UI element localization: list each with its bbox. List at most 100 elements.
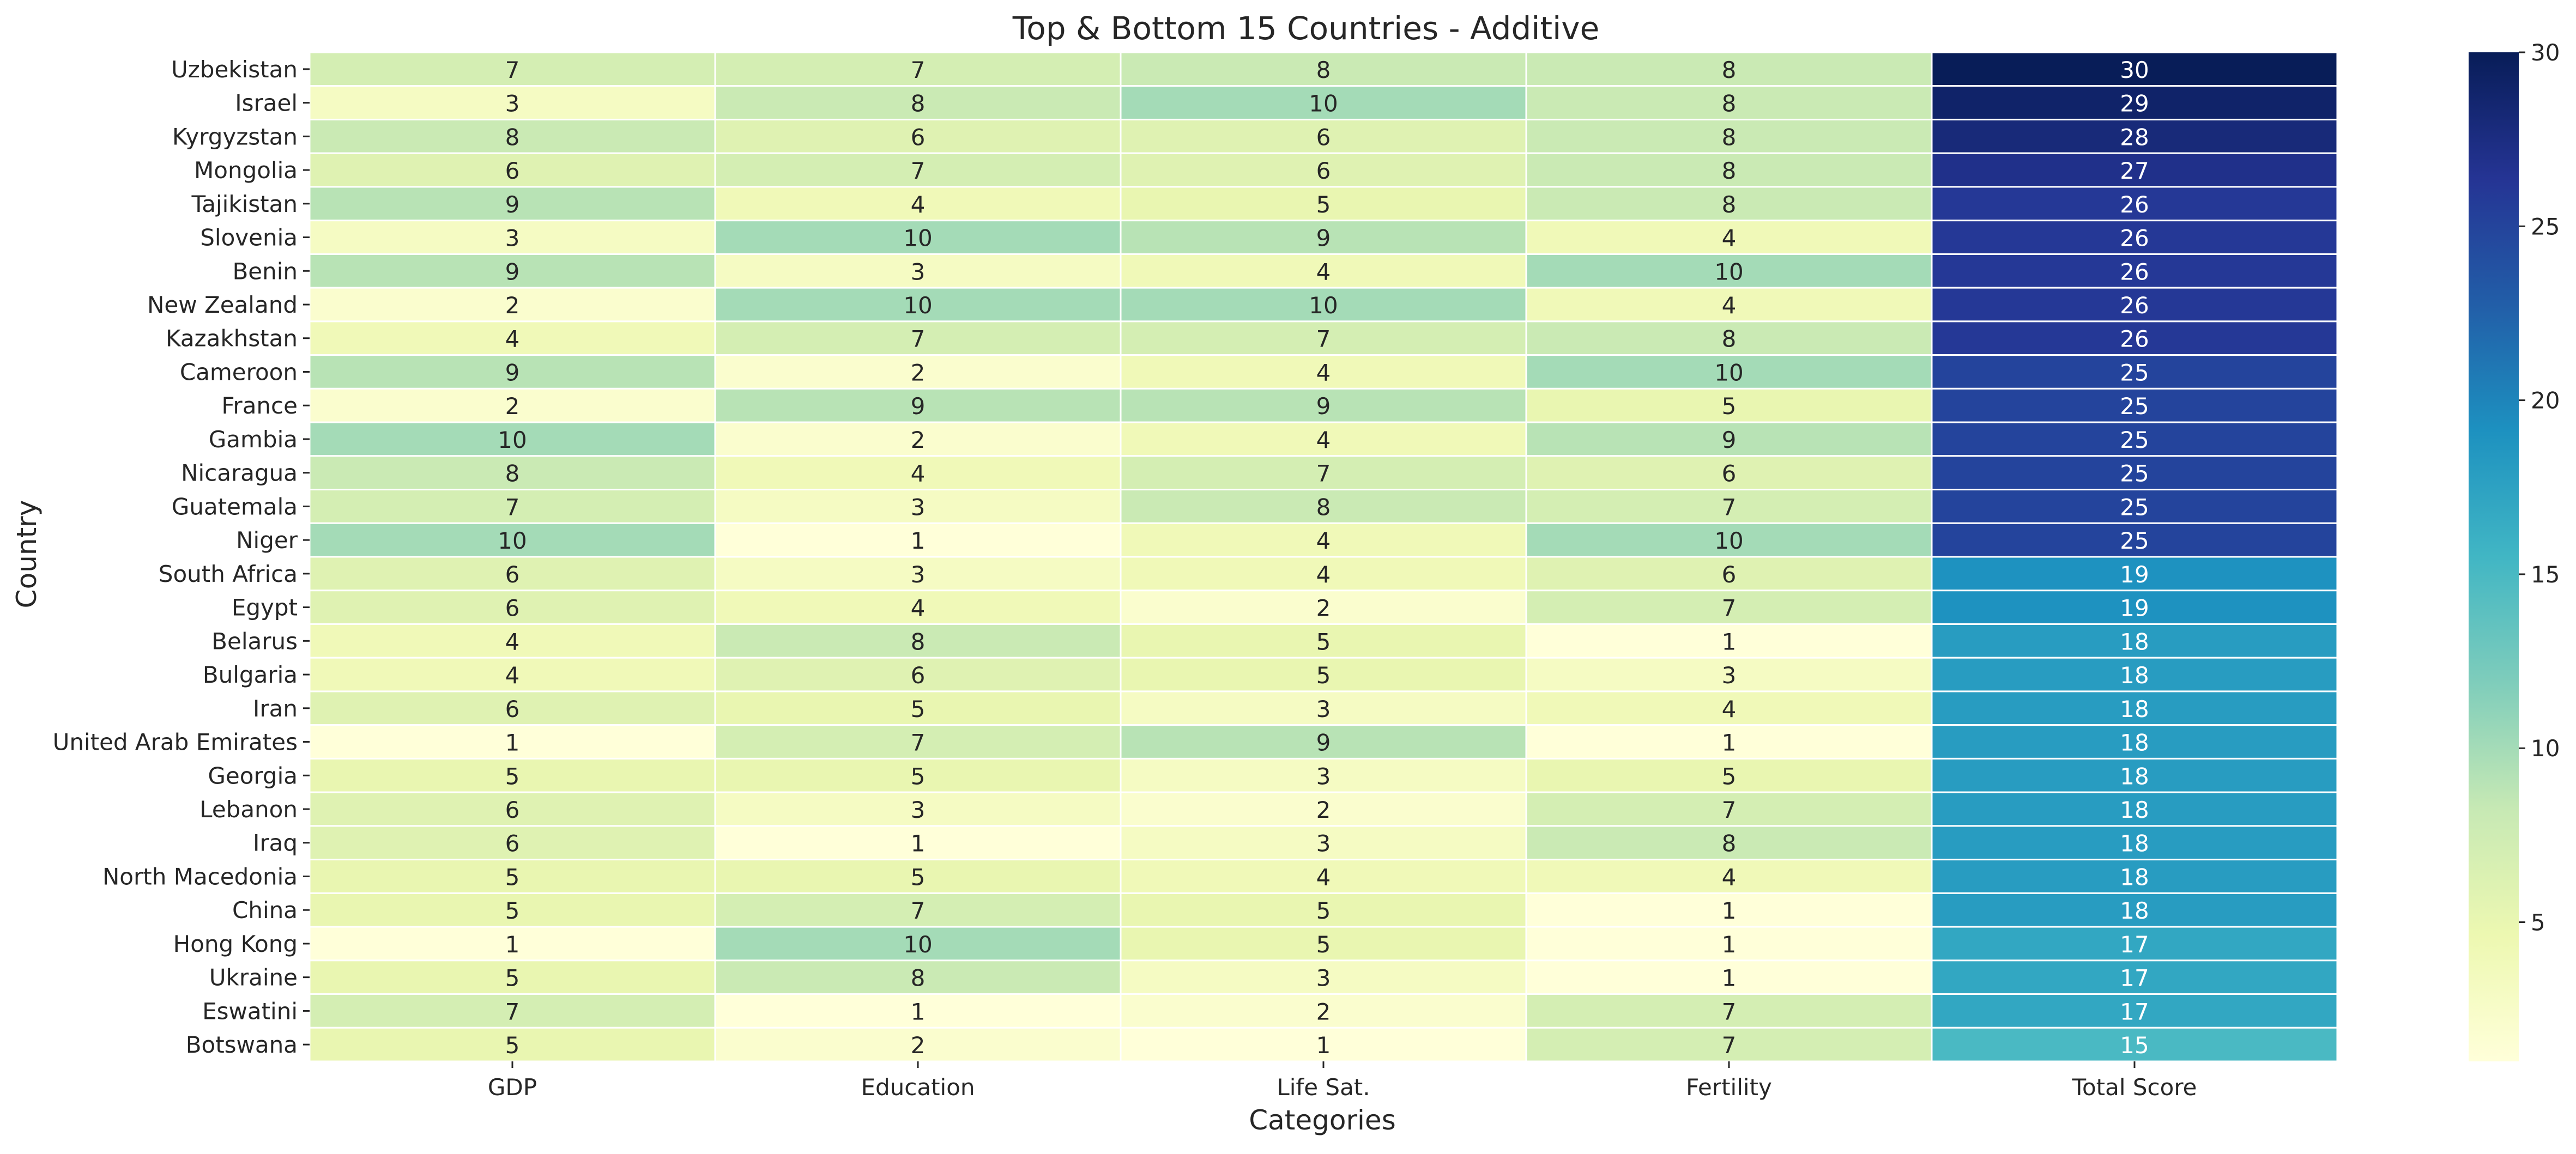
- cell-value-label: 7: [505, 494, 520, 520]
- heatmap-cell: [1525, 825, 1933, 861]
- cell-value-label: 5: [1316, 931, 1331, 958]
- cell-value-label: 1: [1722, 628, 1737, 655]
- heatmap-cell: [1525, 892, 1933, 928]
- cell-value-label: 7: [1316, 326, 1331, 353]
- cell-value-label: 18: [2120, 662, 2149, 689]
- cell-value-label: 6: [505, 797, 520, 823]
- cell-value-label: 8: [1722, 157, 1737, 184]
- y-tick-label: Eswatini: [202, 998, 298, 1024]
- cell-value-label: 1: [911, 998, 926, 1025]
- y-tick-label: China: [232, 897, 298, 924]
- cell-value-label: 9: [1316, 730, 1331, 756]
- heatmap-cell: [1120, 959, 1527, 995]
- cell-value-label: 3: [911, 561, 926, 588]
- heatmap-cell: [1120, 757, 1527, 793]
- cell-value-label: 5: [1722, 393, 1737, 420]
- cell-value-label: 1: [505, 931, 520, 958]
- cell-value-label: 6: [505, 830, 520, 857]
- cell-value-label: 18: [2120, 797, 2149, 823]
- heatmap-cell: [1120, 489, 1527, 524]
- cell-value-label: 28: [2120, 124, 2149, 150]
- heatmap-cell: [1120, 186, 1527, 222]
- cell-value-label: 26: [2120, 225, 2149, 252]
- cell-value-label: 2: [1316, 998, 1331, 1025]
- cell-value-label: 10: [1714, 258, 1743, 285]
- cell-value-label: 7: [1722, 797, 1737, 823]
- y-tick-label: Ukraine: [209, 964, 298, 991]
- cell-value-label: 9: [1316, 393, 1331, 420]
- cell-value-label: 4: [505, 628, 520, 655]
- cell-value-label: 26: [2120, 326, 2149, 353]
- heatmap-cell: [1931, 1027, 2338, 1062]
- y-tick-label: Belarus: [211, 628, 298, 654]
- heatmap-cell: [714, 522, 1122, 558]
- heatmap-cell: [714, 186, 1122, 222]
- cell-value-label: 18: [2120, 864, 2149, 890]
- cell-value-label: 5: [1316, 662, 1331, 689]
- heatmap-cell: [1931, 757, 2338, 793]
- cell-value-label: 4: [1722, 864, 1737, 890]
- cell-value-label: 18: [2120, 830, 2149, 857]
- colorbar-gradient: [2469, 52, 2519, 1061]
- heatmap-cell: [1931, 489, 2338, 524]
- heatmap-cell: [714, 489, 1122, 524]
- cell-value-label: 2: [911, 1032, 926, 1059]
- heatmap-cell: [714, 287, 1122, 323]
- cell-value-label: 6: [1722, 561, 1737, 588]
- heatmap-cell: [1525, 220, 1933, 255]
- heatmap-cell: [1931, 623, 2338, 659]
- heatmap-cell: [1120, 892, 1527, 928]
- colorbar: 5 10 15 20 25 30: [2469, 39, 2560, 1061]
- y-tick-label: Mongolia: [194, 157, 298, 184]
- cell-value-label: 10: [1714, 527, 1743, 554]
- cell-value-label: 3: [505, 225, 520, 252]
- cell-value-label: 3: [1316, 763, 1331, 789]
- cell-value-label: 4: [1316, 527, 1331, 554]
- cell-value-label: 1: [1722, 931, 1737, 958]
- cell-value-label: 25: [2120, 527, 2149, 554]
- cell-value-label: 8: [1316, 494, 1331, 520]
- cell-value-label: 18: [2120, 897, 2149, 924]
- cell-value-label: 4: [1722, 696, 1737, 722]
- heatmap-cell: [1931, 320, 2338, 356]
- heatmap-cell: [1525, 623, 1933, 659]
- cell-value-label: 8: [911, 90, 926, 117]
- heatmap-cell: [1931, 354, 2338, 390]
- heatmap-cell: [1525, 118, 1933, 154]
- cell-value-label: 26: [2120, 191, 2149, 218]
- cell-value-label: 1: [911, 830, 926, 857]
- cell-value-label: 27: [2120, 157, 2149, 184]
- cell-value-label: 3: [1316, 696, 1331, 722]
- y-tick-label: Cameroon: [180, 359, 298, 385]
- cell-value-label: 18: [2120, 763, 2149, 789]
- heatmap-cell: [1120, 690, 1527, 726]
- cell-value-label: 26: [2120, 292, 2149, 319]
- cell-value-label: 7: [911, 326, 926, 353]
- heatmap-cell: [714, 690, 1122, 726]
- heatmap-cell: [309, 825, 716, 861]
- cell-value-label: 10: [498, 527, 527, 554]
- heatmap-cell: [1525, 455, 1933, 491]
- heatmap-cell: [1525, 1027, 1933, 1062]
- cell-value-label: 5: [505, 897, 520, 924]
- heatmap-cell: [309, 489, 716, 524]
- cell-value-label: 6: [911, 124, 926, 150]
- heatmap-cell: [309, 859, 716, 894]
- heatmap-cell: [309, 421, 716, 457]
- cell-value-label: 2: [505, 393, 520, 420]
- heatmap-cell: [1931, 556, 2338, 592]
- cell-value-label: 19: [2120, 561, 2149, 588]
- cell-value-label: 7: [1722, 595, 1737, 622]
- cell-value-label: 10: [498, 427, 527, 453]
- cell-value-label: 10: [903, 931, 932, 958]
- cell-value-label: 3: [1316, 830, 1331, 857]
- heatmap-cell: [309, 253, 716, 289]
- cell-value-label: 7: [911, 730, 926, 756]
- cell-value-label: 19: [2120, 595, 2149, 622]
- cell-value-label: 2: [911, 359, 926, 386]
- heatmap-cell: [1525, 522, 1933, 558]
- y-tick-label: South Africa: [159, 561, 298, 587]
- cell-value-label: 4: [911, 460, 926, 487]
- cell-value-label: 6: [911, 662, 926, 689]
- cell-value-label: 5: [505, 763, 520, 789]
